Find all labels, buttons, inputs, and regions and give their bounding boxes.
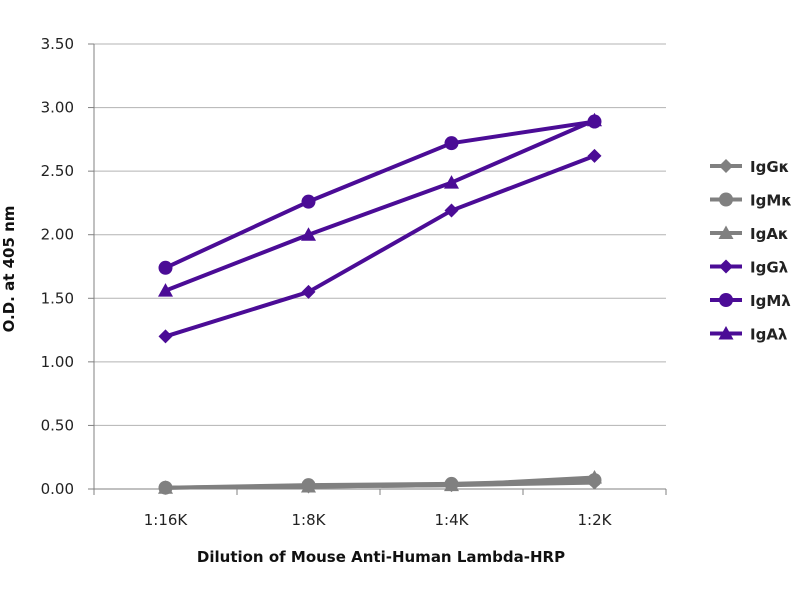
data-point bbox=[301, 478, 316, 493]
series-line bbox=[164, 154, 596, 339]
data-point bbox=[301, 227, 316, 241]
data-point bbox=[587, 148, 602, 163]
legend-label: IgMκ bbox=[750, 192, 792, 210]
y-axis-title: O.D. at 405 nm bbox=[0, 206, 18, 333]
series-line bbox=[164, 119, 595, 270]
data-point bbox=[301, 284, 316, 299]
legend-label: IgAλ bbox=[750, 326, 788, 344]
legend-item: IgGλ bbox=[710, 259, 789, 277]
legend-marker bbox=[718, 326, 734, 340]
series-line bbox=[165, 475, 595, 490]
y-tick-label: 2.50 bbox=[41, 162, 74, 180]
data-point bbox=[158, 283, 173, 297]
data-point bbox=[301, 194, 316, 209]
legend-label: IgAκ bbox=[750, 225, 789, 243]
legend-label: IgGλ bbox=[750, 259, 789, 277]
data-point bbox=[158, 260, 173, 275]
legend-item: IgMλ bbox=[710, 292, 791, 310]
series-5 bbox=[158, 112, 602, 297]
data-point bbox=[158, 480, 173, 494]
y-tick-label: 1.50 bbox=[41, 289, 74, 307]
data-point bbox=[587, 470, 602, 484]
legend-label: IgMλ bbox=[750, 292, 791, 310]
x-tick-label: 1:8K bbox=[292, 511, 327, 529]
x-tick-label: 1:4K bbox=[435, 511, 470, 529]
legend-marker bbox=[719, 159, 733, 173]
x-axis-title: Dilution of Mouse Anti-Human Lambda-HRP bbox=[197, 548, 565, 566]
legend-marker bbox=[719, 293, 733, 307]
legend-label: IgGκ bbox=[750, 158, 789, 176]
data-point bbox=[587, 112, 602, 127]
data-point bbox=[444, 175, 459, 189]
legend-marker bbox=[718, 225, 734, 239]
legend-item: IgAκ bbox=[710, 225, 789, 243]
legend-marker bbox=[719, 259, 733, 274]
series-line bbox=[164, 118, 596, 293]
axes: 0.00 0.50 1.00 1.50 2.00 2.50 3.00 3.50 1:16K 1:8… bbox=[41, 35, 667, 529]
x-tick-label: 1:16K bbox=[144, 511, 189, 529]
y-tick-label: 0.50 bbox=[41, 416, 74, 434]
legend-item: IgAλ bbox=[710, 326, 788, 344]
y-tick-label: 3.50 bbox=[41, 35, 74, 53]
data-point bbox=[444, 136, 459, 151]
series-4 bbox=[158, 114, 602, 275]
data-series bbox=[158, 112, 602, 495]
series-2 bbox=[158, 470, 602, 494]
y-tick-label: 3.00 bbox=[41, 99, 74, 117]
data-point bbox=[444, 203, 459, 218]
gridlines bbox=[94, 43, 666, 426]
x-tick-label: 1:2K bbox=[578, 511, 613, 529]
legend-item: IgGκ bbox=[710, 158, 789, 176]
series-3 bbox=[158, 148, 602, 344]
data-point bbox=[444, 477, 459, 492]
legend: IgGκ IgMκ IgAκ IgGλ IgMλ IgAλ bbox=[710, 158, 792, 344]
legend-marker bbox=[719, 192, 733, 207]
y-tick-label: 0.00 bbox=[41, 480, 74, 498]
legend-item: IgMκ bbox=[710, 192, 792, 210]
y-tick-label: 1.00 bbox=[41, 353, 74, 371]
y-tick-label: 2.00 bbox=[41, 226, 74, 244]
data-point bbox=[158, 329, 173, 344]
